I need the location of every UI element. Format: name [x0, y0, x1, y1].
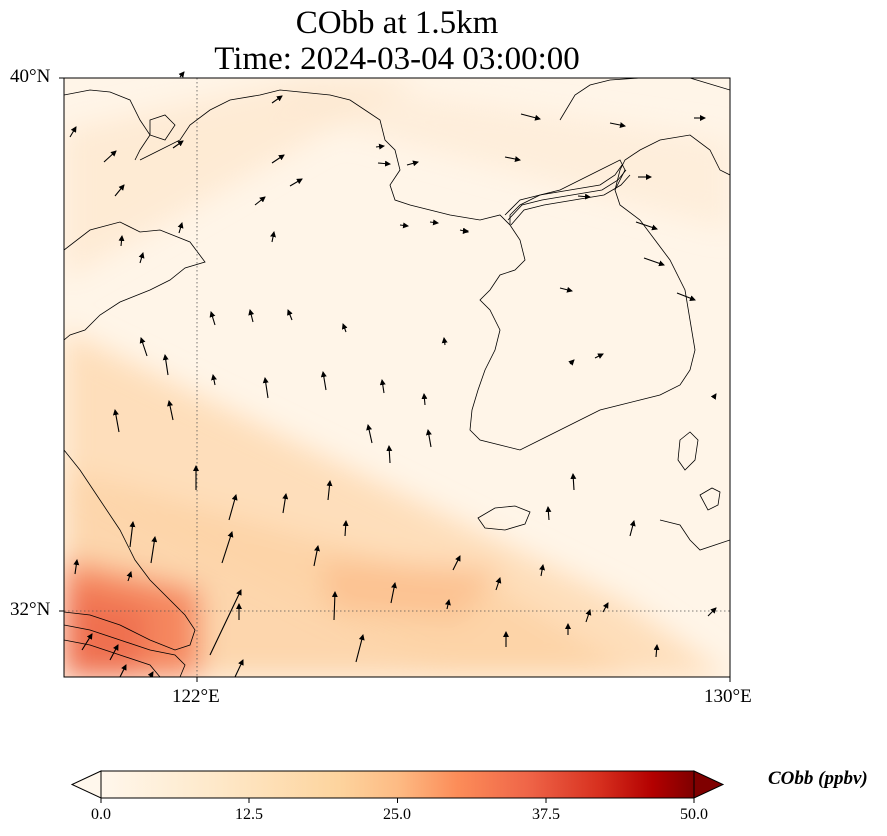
wind-vector [707, 607, 717, 617]
wind-vector [271, 154, 285, 164]
colorbar [70, 770, 725, 803]
wind-vector [73, 559, 80, 575]
wind-vector [150, 536, 158, 564]
wind-vector [386, 445, 393, 464]
wind-vector [676, 292, 696, 301]
wind-vector [129, 521, 136, 548]
wind-vector [119, 664, 127, 678]
wind-vector [221, 531, 234, 564]
wind-vector [178, 71, 185, 78]
lat-label-40n: 40°N [10, 66, 51, 87]
wind-vector [459, 227, 469, 234]
wind-vector [114, 184, 125, 197]
wind-vector [545, 506, 552, 521]
wind-vector [234, 659, 244, 678]
map-title-line1: CObb at 1.5km [295, 5, 499, 41]
lon-label-130e: 130°E [704, 686, 752, 707]
colorbar-tick-label: 25.0 [383, 806, 411, 823]
colorbar-tick-label: 0.0 [91, 806, 111, 823]
colorbar-title: CObb (ppbv) [768, 768, 868, 789]
wind-vector [520, 113, 541, 121]
wind-vector [139, 337, 148, 357]
wind-vector [585, 609, 592, 623]
wind-vector [109, 644, 119, 661]
colorbar-tick-label: 37.5 [532, 806, 560, 823]
wind-vector [209, 311, 216, 326]
wind-vector [355, 634, 365, 663]
wind-vector [399, 222, 409, 229]
wind-vector [228, 494, 238, 521]
gridlines [64, 78, 730, 677]
wind-vector [444, 599, 451, 610]
wind-vector [559, 286, 573, 293]
wind-vector [375, 143, 385, 150]
wind-vector [177, 222, 184, 234]
wind-vector [452, 555, 461, 571]
wind-vector [211, 374, 217, 386]
wind-vector [629, 520, 636, 537]
wind-vector [568, 359, 575, 366]
wind-vector [594, 353, 604, 359]
wind-vector [167, 400, 174, 421]
concentration-field [64, 78, 730, 677]
wind-vector [69, 126, 77, 138]
wind-vector [577, 193, 591, 200]
wind-vector [421, 393, 428, 406]
wind-vector [495, 577, 502, 591]
wind-vector [313, 545, 320, 567]
wind-vector [326, 480, 333, 501]
colorbar-tick-label: 12.5 [235, 806, 263, 823]
wind-vector [635, 221, 658, 231]
wind-vector [429, 219, 439, 226]
wind-vector [103, 150, 117, 163]
wind-vector [289, 178, 303, 187]
wind-vector [342, 520, 349, 537]
plot-frame [63, 77, 731, 678]
wind-vector [504, 156, 521, 162]
colorbar-tick-label: 50.0 [680, 806, 708, 823]
wind-vector [172, 140, 184, 149]
wind-vector [271, 95, 283, 104]
wind-vector [147, 671, 154, 678]
wind-vector [609, 122, 626, 128]
wind-vector [126, 571, 133, 582]
wind-vector [138, 252, 145, 264]
wind-vector [282, 493, 289, 514]
wind-vector [643, 257, 665, 267]
wind-vector [406, 160, 419, 167]
wind-vector [270, 231, 276, 243]
wind-vector [112, 409, 120, 433]
wind-vector [331, 591, 338, 621]
wind-vector [209, 589, 242, 656]
wind-vector [162, 354, 169, 376]
wind-vector [570, 473, 577, 491]
wind-vector [539, 564, 546, 577]
wind-vector [390, 582, 397, 604]
map-title-line2: Time: 2024-03-04 03:00:00 [214, 41, 580, 77]
wind-vector [377, 160, 391, 167]
lat-label-32n: 32°N [10, 599, 51, 620]
wind-vector [379, 379, 386, 394]
coastlines [64, 78, 730, 677]
wind-vector [262, 377, 269, 399]
wind-vector [81, 633, 93, 651]
wind-vector [341, 323, 348, 333]
wind-vector [248, 309, 255, 323]
wind-vector [602, 602, 609, 613]
wind-vector [441, 337, 448, 346]
wind-vector [118, 235, 125, 247]
wind-vectors [69, 71, 717, 678]
wind-vector [425, 429, 432, 448]
wind-vector [710, 393, 717, 400]
wind-vector [653, 644, 660, 658]
wind-vector [287, 309, 293, 321]
wind-vector [320, 371, 327, 391]
wind-vector [254, 196, 266, 206]
lon-label-122e: 122°E [172, 686, 220, 707]
axis-ticks [59, 77, 731, 682]
wind-vector [366, 424, 373, 444]
